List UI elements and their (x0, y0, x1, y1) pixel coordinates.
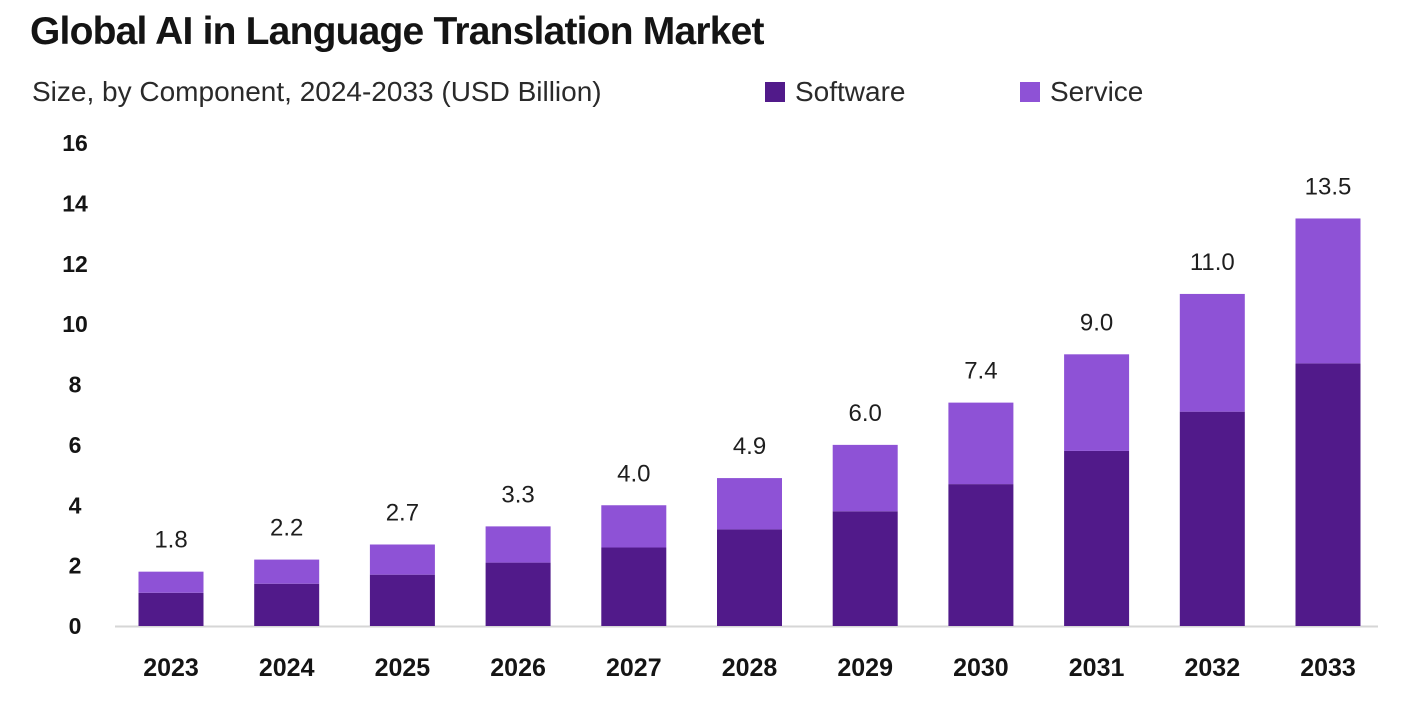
total-label-2033: 13.5 (1305, 173, 1352, 200)
chart-title: Global AI in Language Translation Market (30, 10, 764, 53)
x-tick-label-2028: 2028 (722, 654, 778, 682)
total-label-2032: 11.0 (1190, 249, 1235, 276)
x-tick-label-2032: 2032 (1184, 654, 1240, 682)
x-axis: 2023 2024 2025 2026 2027 2028 2029 2030 2031 2032… (143, 654, 1356, 682)
bar-software-2030 (948, 484, 1014, 626)
bar-service-2023 (138, 571, 204, 593)
bar-software-2025 (369, 574, 435, 626)
bar-software-2032 (1179, 411, 1245, 626)
total-label-2031: 9.0 (1080, 309, 1113, 336)
y-tick-label: 6 (69, 432, 82, 458)
x-tick-label-2030: 2030 (953, 654, 1009, 682)
legend-label-software: Software (795, 76, 906, 107)
bar-service-2024 (254, 559, 320, 584)
y-axis: 0 2 4 6 8 10 12 14 16 (62, 130, 88, 639)
total-label-2028: 4.9 (733, 433, 766, 460)
total-label-2030: 7.4 (964, 358, 997, 385)
total-label-2029: 6.0 (849, 400, 882, 427)
x-tick-label-2031: 2031 (1069, 654, 1125, 682)
bar-service-2031 (1064, 354, 1130, 451)
bar-software-2026 (485, 562, 551, 626)
total-label-2027: 4.0 (617, 460, 650, 487)
x-tick-label-2024: 2024 (259, 654, 315, 682)
bar-service-2025 (369, 544, 435, 575)
bar-service-2026 (485, 526, 551, 563)
total-label-2026: 3.3 (501, 481, 534, 508)
bar-software-2029 (832, 511, 898, 626)
x-tick-label-2023: 2023 (143, 654, 199, 682)
total-label-2023: 1.8 (154, 527, 187, 554)
y-tick-label: 12 (62, 251, 88, 277)
x-tick-label-2026: 2026 (490, 654, 546, 682)
bar-software-2028 (717, 529, 782, 626)
bar-software-2027 (601, 547, 667, 626)
x-tick-label-2025: 2025 (375, 654, 431, 682)
bar-software-2031 (1064, 450, 1130, 626)
y-tick-label: 14 (62, 190, 88, 216)
y-tick-label: 10 (62, 311, 88, 337)
legend-item-service: Service (1020, 76, 1143, 108)
legend-swatch-service (1020, 82, 1040, 102)
bar-service-2029 (832, 444, 898, 512)
total-label-2024: 2.2 (270, 515, 303, 542)
chart-subtitle: Size, by Component, 2024-2033 (USD Billi… (32, 76, 602, 107)
total-label-2025: 2.7 (386, 499, 419, 526)
bar-software-2023 (138, 592, 204, 626)
legend-swatch-software (765, 82, 785, 102)
x-tick-label-2033: 2033 (1300, 654, 1356, 682)
bar-service-2033 (1295, 218, 1361, 364)
bar-service-2027 (601, 505, 667, 548)
x-tick-label-2027: 2027 (606, 654, 662, 682)
bar-service-2030 (948, 402, 1014, 485)
y-tick-label: 8 (69, 372, 82, 398)
bar-service-2028 (717, 478, 782, 530)
y-tick-label: 0 (69, 613, 82, 639)
bars: 1.8 2.2 2.7 3.3 4.0 4.9 6.0 7.4 9.0 11.0 13.5 (138, 173, 1361, 626)
x-tick-label-2029: 2029 (837, 654, 893, 682)
bar-service-2032 (1179, 293, 1245, 412)
y-tick-label: 2 (69, 553, 82, 579)
y-tick-label: 4 (69, 492, 82, 518)
bar-software-2024 (254, 583, 320, 626)
y-tick-label: 16 (62, 130, 88, 156)
bar-software-2033 (1295, 363, 1361, 626)
legend-label-service: Service (1050, 76, 1144, 107)
legend-item-software: Software (765, 76, 906, 108)
